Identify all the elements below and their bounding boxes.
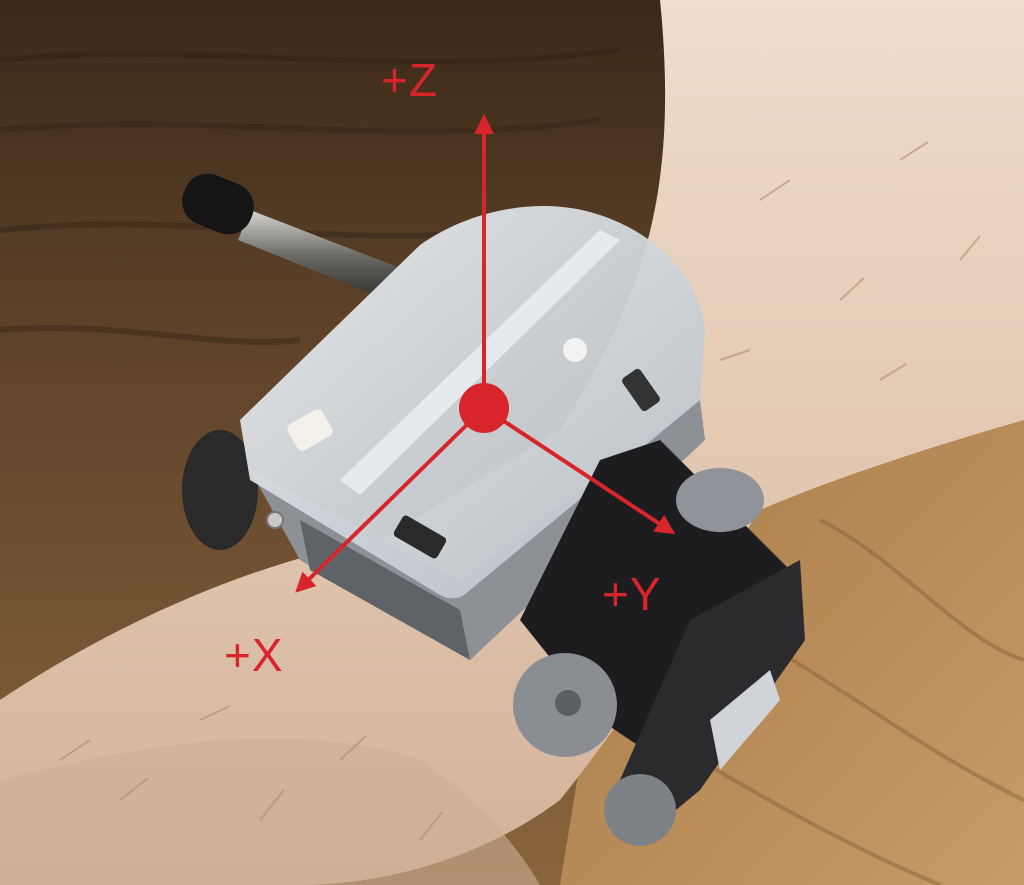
antenna-rod — [238, 210, 400, 300]
case-screw — [266, 511, 284, 529]
antenna-tip — [182, 173, 254, 235]
wood-grain-right — [698, 518, 1024, 885]
wood-grain — [0, 47, 621, 346]
y-axis-label: +Y — [602, 568, 662, 620]
strap-label — [710, 670, 780, 770]
internal-component — [287, 409, 333, 451]
left-mount — [182, 430, 258, 550]
axis-origin — [459, 383, 509, 433]
strap-buckle-lower — [604, 774, 676, 846]
strap-end — [620, 560, 805, 840]
x-axis-arrow — [295, 406, 486, 593]
x-axis-label: +X — [224, 629, 284, 681]
arm-shadow — [0, 738, 540, 885]
buckle-hex-screw — [555, 690, 581, 716]
internal-screw — [563, 338, 587, 362]
case-divider — [340, 230, 620, 495]
side-switch — [622, 368, 660, 412]
arm-hair — [59, 141, 981, 841]
strap-buckle-top — [676, 468, 764, 532]
usb-port — [393, 515, 447, 559]
case-side-dark — [300, 520, 470, 660]
y-axis-arrow — [482, 406, 676, 535]
z-axis-label: +Z — [381, 54, 438, 106]
